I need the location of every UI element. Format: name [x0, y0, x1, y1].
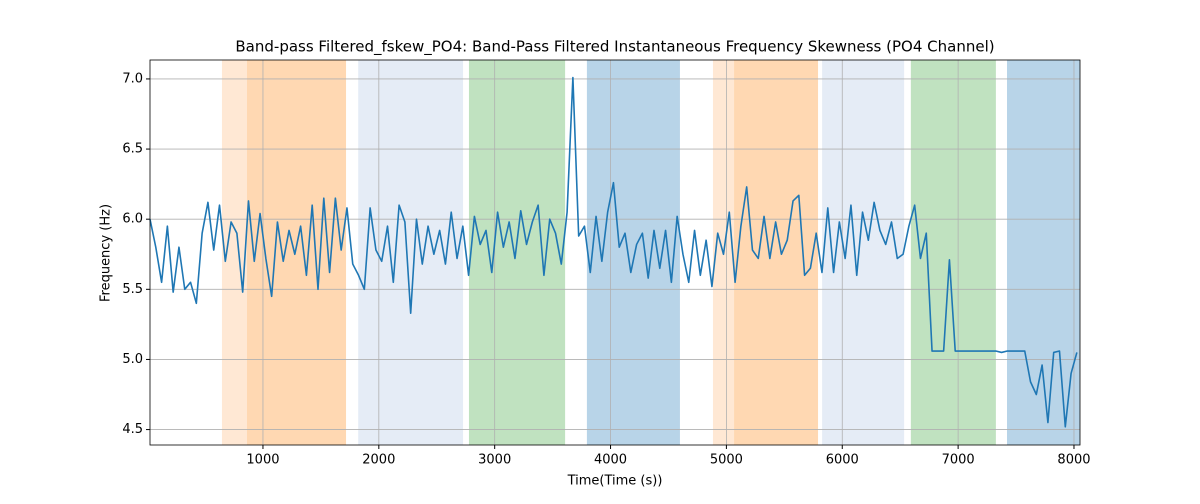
- y-axis-label: Frequency (Hz): [99, 204, 114, 302]
- y-tick-label: 4.5: [122, 422, 143, 437]
- x-tick-label: 7000: [942, 453, 975, 468]
- x-tick-label: 8000: [1057, 453, 1090, 468]
- x-tick-label: 2000: [362, 453, 395, 468]
- plot-frame: [149, 59, 1081, 446]
- x-axis-label: Time(Time (s)): [567, 474, 663, 489]
- shaded-span: [221, 60, 247, 445]
- y-tick-label: 5.0: [122, 352, 143, 367]
- x-tick-label: 1000: [246, 453, 279, 468]
- shaded-span: [468, 60, 566, 445]
- y-tick-label: 7.0: [122, 71, 143, 86]
- y-tick-label: 6.5: [122, 142, 143, 157]
- x-tick-label: 6000: [826, 453, 859, 468]
- x-tick-label: 3000: [478, 453, 511, 468]
- chart-title: Band-pass Filtered_fskew_PO4: Band-Pass …: [235, 38, 994, 57]
- shaded-span: [734, 60, 819, 445]
- shaded-span: [822, 60, 905, 445]
- y-tick-label: 5.5: [122, 282, 143, 297]
- shaded-span: [910, 60, 996, 445]
- shaded-span: [358, 60, 464, 445]
- shaded-span: [246, 60, 347, 445]
- data-line: [149, 76, 1078, 428]
- x-tick-label: 4000: [594, 453, 627, 468]
- y-tick-label: 6.0: [122, 212, 143, 227]
- x-tick-label: 5000: [710, 453, 743, 468]
